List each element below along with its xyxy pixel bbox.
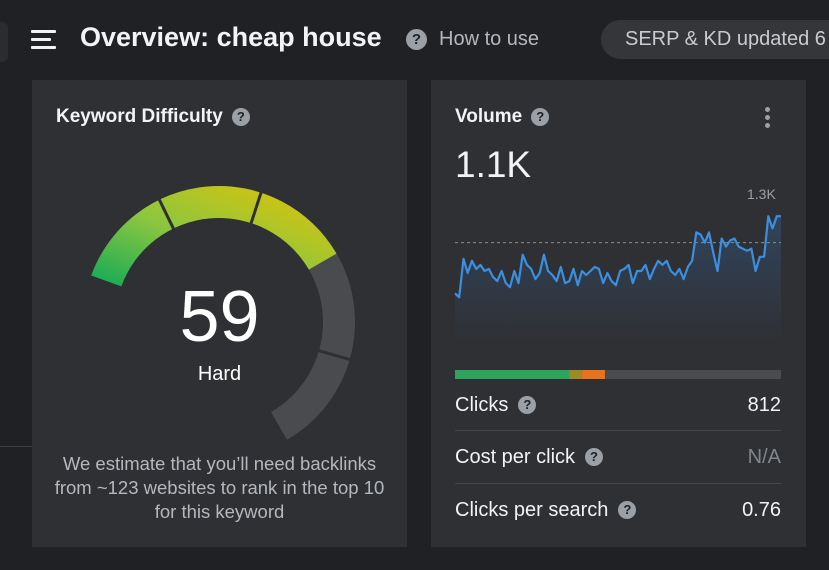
clicks-label: Clicks ?: [455, 393, 537, 417]
gauge-fill: [91, 186, 337, 287]
clicks-per-search-label: Clicks per search ?: [455, 498, 637, 522]
divider: [455, 430, 781, 431]
cpc-label: Cost per click ?: [455, 445, 604, 469]
gauge-track: [271, 253, 355, 440]
volume-help-icon[interactable]: ?: [531, 108, 550, 126]
difficulty-description: We estimate that you’ll need backlinks f…: [54, 453, 385, 522]
volume-trend-chart[interactable]: [431, 80, 806, 370]
volume-chart-max-label: 1.3K: [747, 186, 776, 202]
divider: [455, 483, 781, 484]
difficulty-gauge: [91, 186, 355, 440]
difficulty-score: 59: [179, 277, 260, 357]
volume-value: 1.1K: [455, 144, 532, 185]
split-organic-segment: [455, 370, 570, 379]
volume-title: Volume ?: [455, 106, 550, 128]
hamburger-menu-icon[interactable]: [31, 30, 56, 50]
clicks-value: 812: [747, 393, 781, 416]
serp-kd-updated-pill[interactable]: SERP & KD updated 6: [601, 20, 829, 59]
clicks-per-search-label-text: Clicks per search: [455, 498, 609, 521]
split-remaining-segment: [455, 370, 781, 379]
metric-row-clicks-per-search: Clicks per search ? 0.76: [455, 492, 781, 528]
question-mark-icon: ?: [406, 29, 427, 50]
divider: [0, 446, 32, 447]
cpc-value: N/A: [747, 445, 781, 468]
cpc-label-text: Cost per click: [455, 445, 576, 468]
gauge-segment-divider: [249, 191, 263, 225]
more-options-icon[interactable]: [764, 107, 772, 129]
split-olive-segment: [569, 370, 583, 379]
keyword-difficulty-title: Keyword Difficulty ?: [56, 106, 250, 128]
how-to-use-label: How to use: [439, 28, 540, 50]
keyword-difficulty-title-label: Keyword Difficulty: [56, 106, 223, 127]
difficulty-level: Hard: [197, 363, 242, 385]
volume-title-label: Volume: [455, 106, 523, 127]
organic-paid-split-bar[interactable]: [455, 370, 781, 379]
clicks-per-search-help-icon[interactable]: ?: [618, 501, 637, 519]
split-orange-segment: [582, 370, 605, 379]
cpc-help-icon[interactable]: ?: [585, 448, 604, 466]
keyword-difficulty-help-icon[interactable]: ?: [231, 108, 250, 126]
keyword-difficulty-card: Keyword Difficulty ? 59 Hard We estimate…: [32, 80, 407, 547]
page-title: Overview: cheap house: [80, 22, 382, 52]
left-panel-stub[interactable]: [0, 22, 8, 62]
clicks-per-search-value: 0.76: [742, 498, 781, 521]
volume-trend-line: [454, 215, 781, 299]
metric-row-cpc: Cost per click ? N/A: [455, 439, 781, 475]
how-to-use-link[interactable]: ? How to use: [406, 28, 539, 51]
clicks-label-text: Clicks: [455, 393, 509, 416]
clicks-help-icon[interactable]: ?: [518, 396, 537, 414]
gauge-segment-divider: [157, 198, 176, 231]
volume-card: Volume ? 1.1K 1.3K Clicks ? 812 Cost per…: [431, 80, 806, 547]
gauge-segment-divider: [317, 348, 352, 362]
metric-row-clicks: Clicks ? 812: [455, 387, 781, 423]
